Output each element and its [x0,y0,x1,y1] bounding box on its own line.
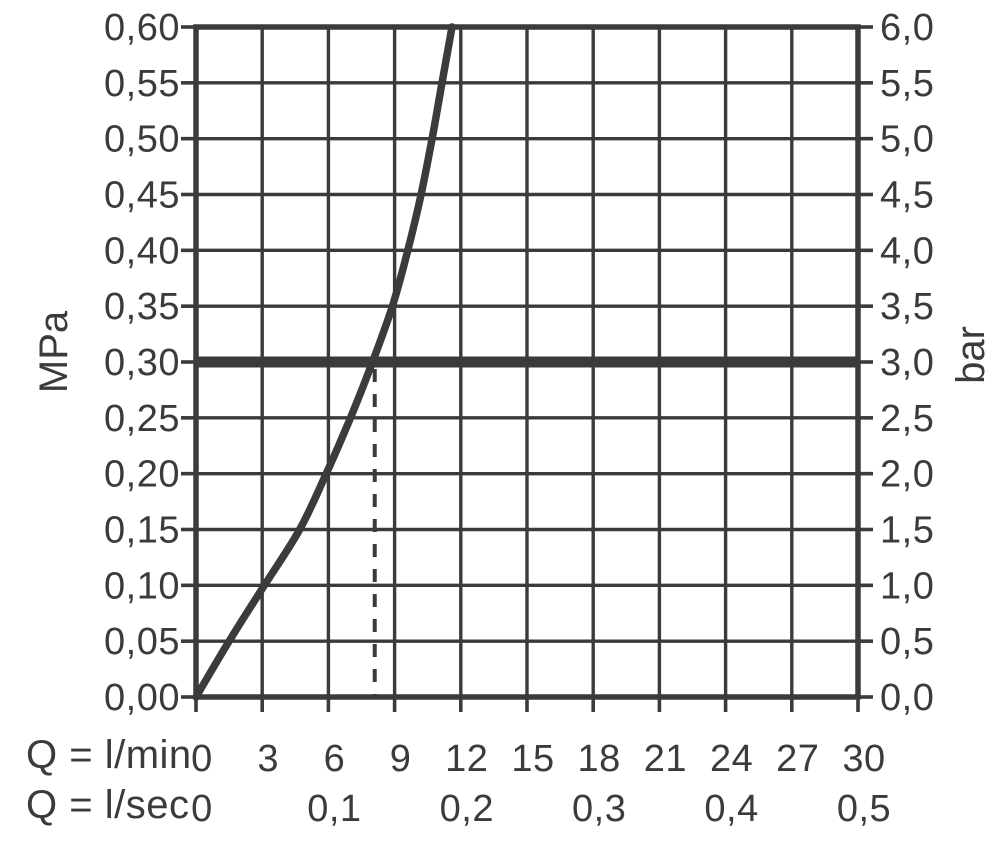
y-left-tick-label: 0,30 [104,342,180,384]
x-lmin-tick-label: 15 [511,738,554,780]
x-lsec-tick-label: 0,5 [837,788,891,830]
y-axis-right-title: bar [949,326,993,384]
x-axis-lsec-title: Q = l/sec [26,783,190,827]
x-lsec-tick-label: 0,2 [440,788,494,830]
x-lmin-tick-label: 9 [390,738,412,780]
y-left-tick-label: 0,60 [104,7,180,49]
y-right-tick-label: 1,0 [880,565,934,607]
y-right-tick-label: 3,0 [880,342,934,384]
y-right-tick-label: 3,5 [880,286,934,328]
y-right-tick-label: 0,5 [880,621,934,663]
x-lmin-tick-label: 0 [191,738,213,780]
y-left-tick-label: 0,25 [104,398,180,440]
y-left-tick-label: 0,35 [104,286,180,328]
y-left-tick-label: 0,45 [104,175,180,217]
x-lmin-tick-label: 6 [324,738,346,780]
x-lmin-tick-label: 12 [445,738,488,780]
x-lsec-tick-label: 0,4 [704,788,758,830]
x-lmin-tick-label: 3 [257,738,279,780]
y-right-tick-label: 2,5 [880,398,934,440]
x-lsec-tick-label: 0,3 [572,788,626,830]
x-lsec-tick-label: 0 [191,788,213,830]
x-axis-lmin-title: Q = l/min [26,733,192,777]
y-right-tick-label: 4,0 [880,230,934,272]
y-left-tick-label: 0,10 [104,565,180,607]
y-right-tick-label: 4,5 [880,175,934,217]
y-right-tick-label: 1,5 [880,510,934,552]
y-right-tick-label: 0,0 [880,677,934,719]
y-left-tick-label: 0,50 [104,119,180,161]
y-left-tick-label: 0,20 [104,454,180,496]
y-left-tick-label: 0,05 [104,621,180,663]
x-lsec-tick-label: 0,1 [307,788,361,830]
flow-pressure-curve [192,23,456,701]
x-lmin-tick-label: 30 [842,738,885,780]
x-lmin-tick-label: 27 [776,738,819,780]
y-axis-left-title: MPa [32,310,76,394]
y-left-tick-label: 0,40 [104,230,180,272]
y-left-tick-label: 0,55 [104,63,180,105]
y-left-tick-label: 0,00 [104,677,180,719]
x-lmin-tick-label: 21 [644,738,687,780]
y-right-tick-label: 5,0 [880,119,934,161]
y-right-tick-label: 5,5 [880,63,934,105]
x-lmin-tick-label: 18 [578,738,621,780]
y-right-tick-label: 2,0 [880,454,934,496]
y-left-tick-label: 0,15 [104,510,180,552]
y-right-tick-label: 6,0 [880,7,934,49]
x-lmin-tick-label: 24 [710,738,753,780]
